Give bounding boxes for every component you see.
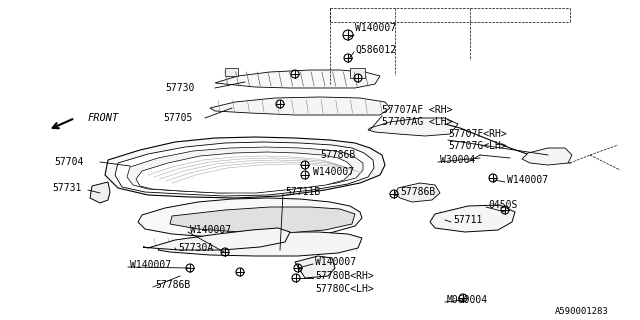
Text: A590001283: A590001283 — [555, 307, 609, 316]
Text: 57786B: 57786B — [320, 150, 355, 160]
Text: 57731: 57731 — [52, 183, 81, 193]
Text: W140007: W140007 — [313, 167, 354, 177]
Text: 57786B: 57786B — [155, 280, 190, 290]
Text: 0450S: 0450S — [488, 200, 517, 210]
Polygon shape — [368, 118, 458, 136]
Polygon shape — [295, 256, 335, 278]
Polygon shape — [136, 152, 352, 193]
Text: 57780C<LH>: 57780C<LH> — [315, 284, 374, 294]
Polygon shape — [522, 148, 572, 165]
Text: W140007: W140007 — [355, 23, 396, 33]
Text: 57786B: 57786B — [400, 187, 435, 197]
Text: W140007: W140007 — [507, 175, 548, 185]
Polygon shape — [158, 232, 362, 256]
Text: 57730: 57730 — [165, 83, 195, 93]
Text: Q586012: Q586012 — [355, 45, 396, 55]
Text: 57705: 57705 — [163, 113, 193, 123]
Text: 57780B<RH>: 57780B<RH> — [315, 271, 374, 281]
Polygon shape — [225, 68, 238, 76]
Text: 57730A: 57730A — [178, 243, 213, 253]
Text: 57707AF <RH>: 57707AF <RH> — [382, 105, 452, 115]
Text: 57707F<RH>: 57707F<RH> — [448, 129, 507, 139]
Text: M060004: M060004 — [447, 295, 488, 305]
Polygon shape — [127, 147, 363, 193]
Polygon shape — [210, 97, 390, 115]
Text: W140007: W140007 — [315, 257, 356, 267]
Polygon shape — [350, 68, 365, 78]
Polygon shape — [170, 207, 355, 233]
Text: 57711B: 57711B — [285, 187, 320, 197]
Text: 57704: 57704 — [54, 157, 83, 167]
Polygon shape — [215, 70, 380, 88]
Polygon shape — [143, 228, 290, 250]
Polygon shape — [105, 137, 385, 198]
Text: W30004: W30004 — [440, 155, 476, 165]
Text: 57711: 57711 — [453, 215, 483, 225]
Polygon shape — [395, 183, 440, 202]
Text: FRONT: FRONT — [88, 113, 119, 123]
Text: W140007: W140007 — [190, 225, 231, 235]
Polygon shape — [115, 142, 374, 196]
Polygon shape — [430, 205, 515, 232]
Text: 57707AG <LH>: 57707AG <LH> — [382, 117, 452, 127]
Polygon shape — [138, 198, 362, 238]
Text: W140007: W140007 — [130, 260, 171, 270]
Text: 57707G<LH>: 57707G<LH> — [448, 141, 507, 151]
Polygon shape — [90, 182, 110, 203]
